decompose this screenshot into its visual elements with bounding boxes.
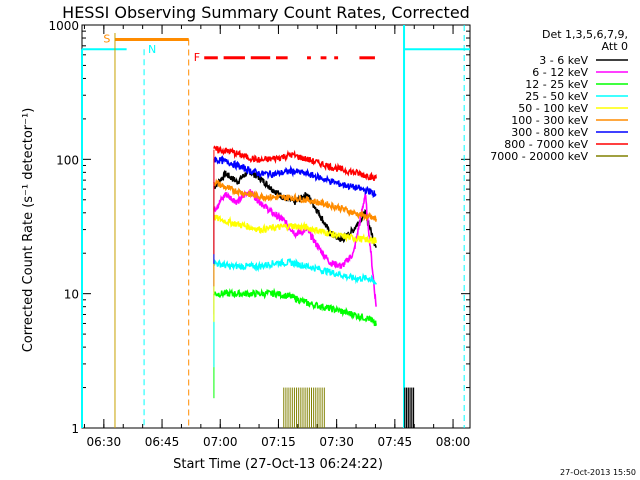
x-tick-label-07:30: 07:30 bbox=[319, 435, 354, 449]
legend-header-line-1: Det 1,3,5,6,7,9, bbox=[542, 28, 628, 41]
series-line-25-50keV bbox=[213, 257, 377, 285]
series-line-50-100keV bbox=[213, 214, 377, 245]
series-line-100-300keV bbox=[213, 178, 377, 222]
legend-entry-7000-20000keV: 7000 - 20000 keV bbox=[490, 150, 588, 163]
x-tick-label-06:45: 06:45 bbox=[145, 435, 180, 449]
series-line-6-12keV bbox=[213, 189, 377, 307]
y-tick-label-1000: 1000 bbox=[48, 19, 79, 33]
legend-entry-6-12keV: 6 - 12 keV bbox=[532, 66, 588, 79]
legend-entry-300-800keV: 300 - 800 keV bbox=[511, 126, 588, 139]
x-axis-label: Start Time (27-Oct-13 06:24:22) bbox=[173, 457, 383, 472]
night-flag-label: N bbox=[148, 43, 156, 56]
x-tick-label-07:00: 07:00 bbox=[203, 435, 238, 449]
legend-entry-800-7000keV: 800 - 7000 keV bbox=[504, 138, 588, 151]
y-axis-label: Corrected Count Rate (s⁻¹ detector⁻¹) bbox=[21, 108, 36, 353]
flare-flag-label: F bbox=[194, 51, 200, 64]
legend-entry-25-50keV: 25 - 50 keV bbox=[525, 90, 588, 103]
y-tick-label-1: 1 bbox=[71, 422, 79, 436]
legend-entry-100-300keV: 100 - 300 keV bbox=[511, 114, 588, 127]
saa-flag-label: S bbox=[103, 33, 110, 46]
legend-entry-50-100keV: 50 - 100 keV bbox=[518, 102, 588, 115]
footer-timestamp: 27-Oct-2013 15:50 bbox=[560, 468, 636, 477]
legend-entry-12-25keV: 12 - 25 keV bbox=[525, 78, 588, 91]
series-line-300-800keV bbox=[213, 155, 377, 199]
x-tick-label-07:45: 07:45 bbox=[378, 435, 413, 449]
series-line-800-7000keV bbox=[213, 145, 377, 182]
x-tick-label-06:30: 06:30 bbox=[87, 435, 122, 449]
legend-header-line-2: Att 0 bbox=[602, 40, 628, 53]
series-line-12-25keV bbox=[213, 287, 377, 327]
y-tick-label-100: 100 bbox=[56, 153, 79, 167]
legend-entry-3-6keV: 3 - 6 keV bbox=[539, 54, 588, 67]
x-tick-label-08:00: 08:00 bbox=[436, 435, 471, 449]
chart-title: HESSI Observing Summary Count Rates, Cor… bbox=[62, 3, 470, 22]
x-tick-label-07:15: 07:15 bbox=[261, 435, 296, 449]
y-tick-label-10: 10 bbox=[64, 288, 79, 302]
